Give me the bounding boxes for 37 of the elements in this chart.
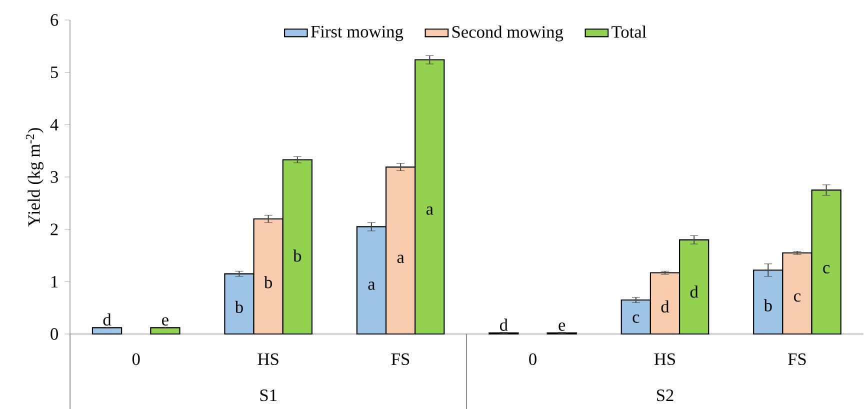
text: S2 — [657, 389, 674, 401]
data-label: c — [794, 293, 801, 302]
x-tick-label: 0 — [529, 353, 536, 365]
y-tick-label: 2 — [50, 223, 58, 235]
data-label: b — [234, 300, 243, 313]
y-tick-label: 0 — [50, 328, 58, 340]
data-label: a — [426, 206, 434, 215]
data-label: e — [162, 317, 168, 326]
x-tick-label: HS — [258, 353, 278, 365]
data-label: d — [500, 318, 508, 331]
text: S1 — [260, 389, 276, 401]
x-tick-label: 0 — [132, 353, 140, 365]
data-label: b — [264, 276, 272, 288]
data-label: c — [632, 314, 640, 323]
data-label: a — [368, 281, 376, 290]
y-tick-label: 4 — [50, 118, 58, 130]
data-label: e — [558, 322, 566, 331]
y-tick-label: 1 — [51, 276, 58, 288]
y-tick-label: 6 — [50, 14, 58, 26]
data-label: c — [823, 264, 830, 274]
y-tick-label: 5 — [50, 66, 58, 78]
bar — [92, 326, 122, 334]
data-label: b — [764, 298, 772, 312]
data-label: a — [397, 254, 404, 263]
data-label: d — [661, 300, 670, 312]
data-label: b — [293, 249, 302, 262]
bar — [150, 326, 180, 334]
x-tick-label: HS — [654, 353, 676, 365]
legend-label: Total — [612, 25, 646, 38]
x-tick-label: FS — [788, 353, 806, 365]
y-tick-label: 3 — [50, 170, 58, 183]
x-tick-label: FS — [391, 353, 410, 365]
data-label: d — [690, 285, 698, 298]
legend-label: Second mowing — [452, 25, 564, 42]
data-label: d — [103, 313, 112, 326]
legend-label: First mowing — [311, 26, 404, 41]
y-axis-title: Yield (kg m$^{-2}$) — [26, 128, 44, 226]
